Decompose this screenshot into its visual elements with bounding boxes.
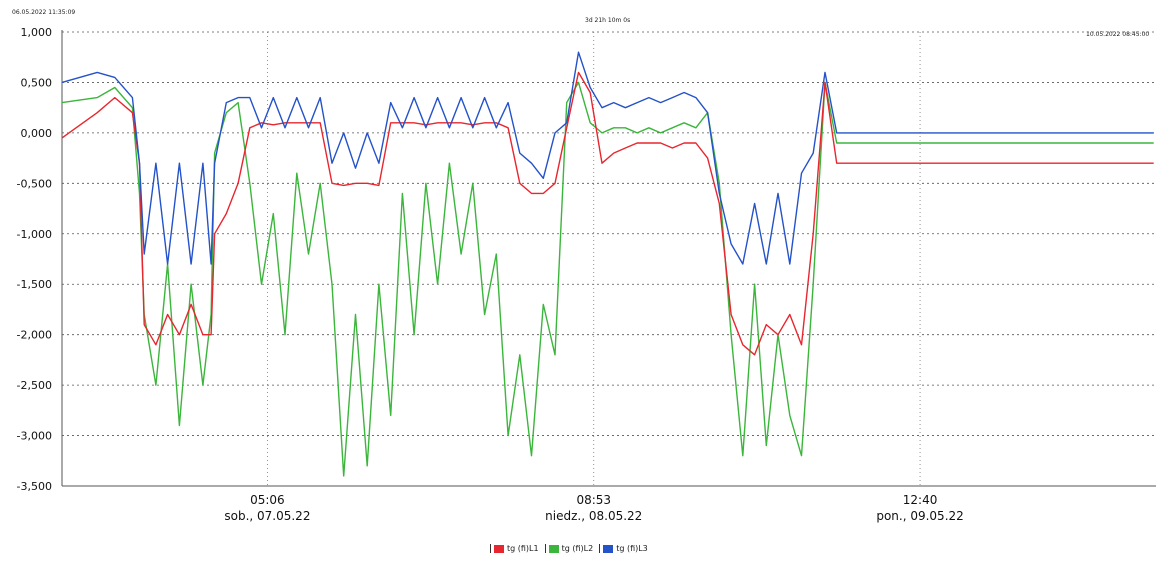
y-tick-label: -2,000 xyxy=(17,329,52,342)
series-line-tg-fi-l2 xyxy=(61,81,1154,477)
legend-swatch-l1 xyxy=(494,544,504,553)
y-tick-label: -3,500 xyxy=(17,480,52,493)
x-tick-time: 12:40 xyxy=(903,493,938,507)
duration-label: 3d 21h 10m 0s xyxy=(585,17,631,24)
legend-label-l1: tg (fi)L1 xyxy=(507,544,539,553)
legend-label-l3: tg (fi)L3 xyxy=(616,544,648,553)
x-tick-time: 05:06 xyxy=(250,493,285,507)
y-tick-label: -1,500 xyxy=(17,278,52,291)
series-line-tg-fi-l1 xyxy=(61,71,1154,356)
legend-item-l3: tg (fi)L3 xyxy=(599,544,648,553)
y-tick-label: -3,000 xyxy=(17,430,52,443)
legend-item-l1: tg (fi)L1 xyxy=(490,544,539,553)
x-tick-date: pon., 09.05.22 xyxy=(876,509,963,523)
legend-label-l2: tg (fi)L2 xyxy=(561,544,594,553)
chart-legend: tg (fi)L1 tg (fi)L2 tg (fi)L3 xyxy=(490,544,648,553)
start-time-label: 06.05.2022 11:35:09 xyxy=(12,9,76,16)
legend-swatch-l3 xyxy=(603,544,614,553)
legend-item-l2: tg (fi)L2 xyxy=(544,544,594,553)
y-tick-label: -0,500 xyxy=(17,177,52,190)
y-tick-label: -2,500 xyxy=(17,379,52,392)
x-tick-date: sob., 07.05.22 xyxy=(224,509,310,523)
x-tick-date: niedz., 08.05.22 xyxy=(545,509,642,523)
legend-swatch-l2 xyxy=(548,544,559,553)
y-tick-label: 1,000 xyxy=(21,26,53,39)
x-tick-time: 08:53 xyxy=(576,493,611,507)
y-tick-label: 0,000 xyxy=(21,127,53,140)
end-time-label: 10.05.2022 08:45:00 xyxy=(1086,31,1150,38)
y-tick-label: -1,000 xyxy=(17,228,52,241)
y-tick-label: 0,500 xyxy=(21,76,53,89)
series-line-tg-fi-l3 xyxy=(61,51,1154,265)
